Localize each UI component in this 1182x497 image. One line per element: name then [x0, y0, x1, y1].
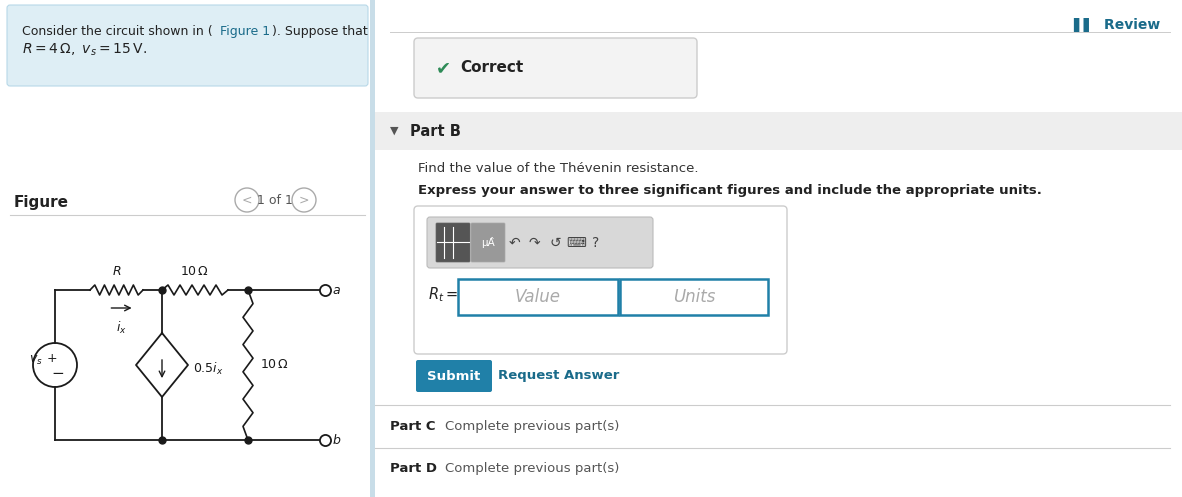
FancyBboxPatch shape: [414, 38, 697, 98]
Text: ?: ?: [592, 236, 599, 250]
Text: Correct: Correct: [460, 61, 524, 76]
Text: 1 of 1: 1 of 1: [256, 193, 293, 206]
Text: Find the value of the Thévenin resistance.: Find the value of the Thévenin resistanc…: [418, 162, 699, 175]
FancyBboxPatch shape: [370, 0, 375, 497]
Text: ⌨: ⌨: [566, 236, 586, 250]
Text: >: >: [299, 193, 310, 206]
Text: $0.5i_x$: $0.5i_x$: [193, 361, 223, 377]
FancyBboxPatch shape: [436, 223, 470, 262]
Text: $R = 4\,\Omega,\ v_s = 15\,\mathrm{V}.$: $R = 4\,\Omega,\ v_s = 15\,\mathrm{V}.$: [22, 42, 147, 59]
FancyBboxPatch shape: [7, 5, 368, 86]
Text: Consider the circuit shown in (: Consider the circuit shown in (: [22, 25, 213, 38]
Text: ↶: ↶: [508, 236, 520, 250]
Text: <: <: [242, 193, 252, 206]
Text: ). Suppose that: ). Suppose that: [272, 25, 368, 38]
Text: $v_s$: $v_s$: [30, 353, 43, 367]
FancyBboxPatch shape: [457, 279, 618, 315]
Text: ✔: ✔: [436, 59, 452, 77]
Text: $R$: $R$: [112, 265, 122, 278]
Text: Figure 1: Figure 1: [220, 25, 271, 38]
Text: ↷: ↷: [528, 236, 540, 250]
FancyBboxPatch shape: [416, 360, 492, 392]
Text: Part D: Part D: [390, 462, 437, 475]
Text: Submit: Submit: [428, 369, 481, 383]
Text: Part C: Part C: [390, 420, 435, 433]
Text: Express your answer to three significant figures and include the appropriate uni: Express your answer to three significant…: [418, 184, 1041, 197]
Text: Request Answer: Request Answer: [498, 369, 619, 383]
Text: $i_x$: $i_x$: [116, 320, 126, 336]
FancyBboxPatch shape: [470, 223, 505, 262]
FancyBboxPatch shape: [414, 206, 787, 354]
FancyBboxPatch shape: [621, 279, 768, 315]
Text: +: +: [46, 351, 57, 364]
Text: $a$: $a$: [332, 283, 340, 297]
Text: μÂ: μÂ: [481, 238, 495, 248]
Text: Part B: Part B: [410, 123, 461, 139]
FancyBboxPatch shape: [427, 217, 652, 268]
FancyBboxPatch shape: [375, 112, 1182, 150]
Text: $b$: $b$: [332, 433, 342, 447]
Text: Units: Units: [673, 288, 715, 306]
Text: Complete previous part(s): Complete previous part(s): [444, 462, 619, 475]
Text: ▌▌  Review: ▌▌ Review: [1073, 18, 1160, 32]
Text: ▼: ▼: [390, 126, 398, 136]
Text: Complete previous part(s): Complete previous part(s): [444, 420, 619, 433]
Text: $10\,\Omega$: $10\,\Omega$: [181, 265, 209, 278]
Text: $10\,\Omega$: $10\,\Omega$: [260, 358, 290, 371]
Text: Value: Value: [515, 288, 561, 306]
Text: ↺: ↺: [550, 236, 560, 250]
Text: $R_t =$: $R_t =$: [428, 286, 459, 304]
Text: −: −: [52, 365, 64, 381]
Text: Figure: Figure: [14, 195, 69, 210]
